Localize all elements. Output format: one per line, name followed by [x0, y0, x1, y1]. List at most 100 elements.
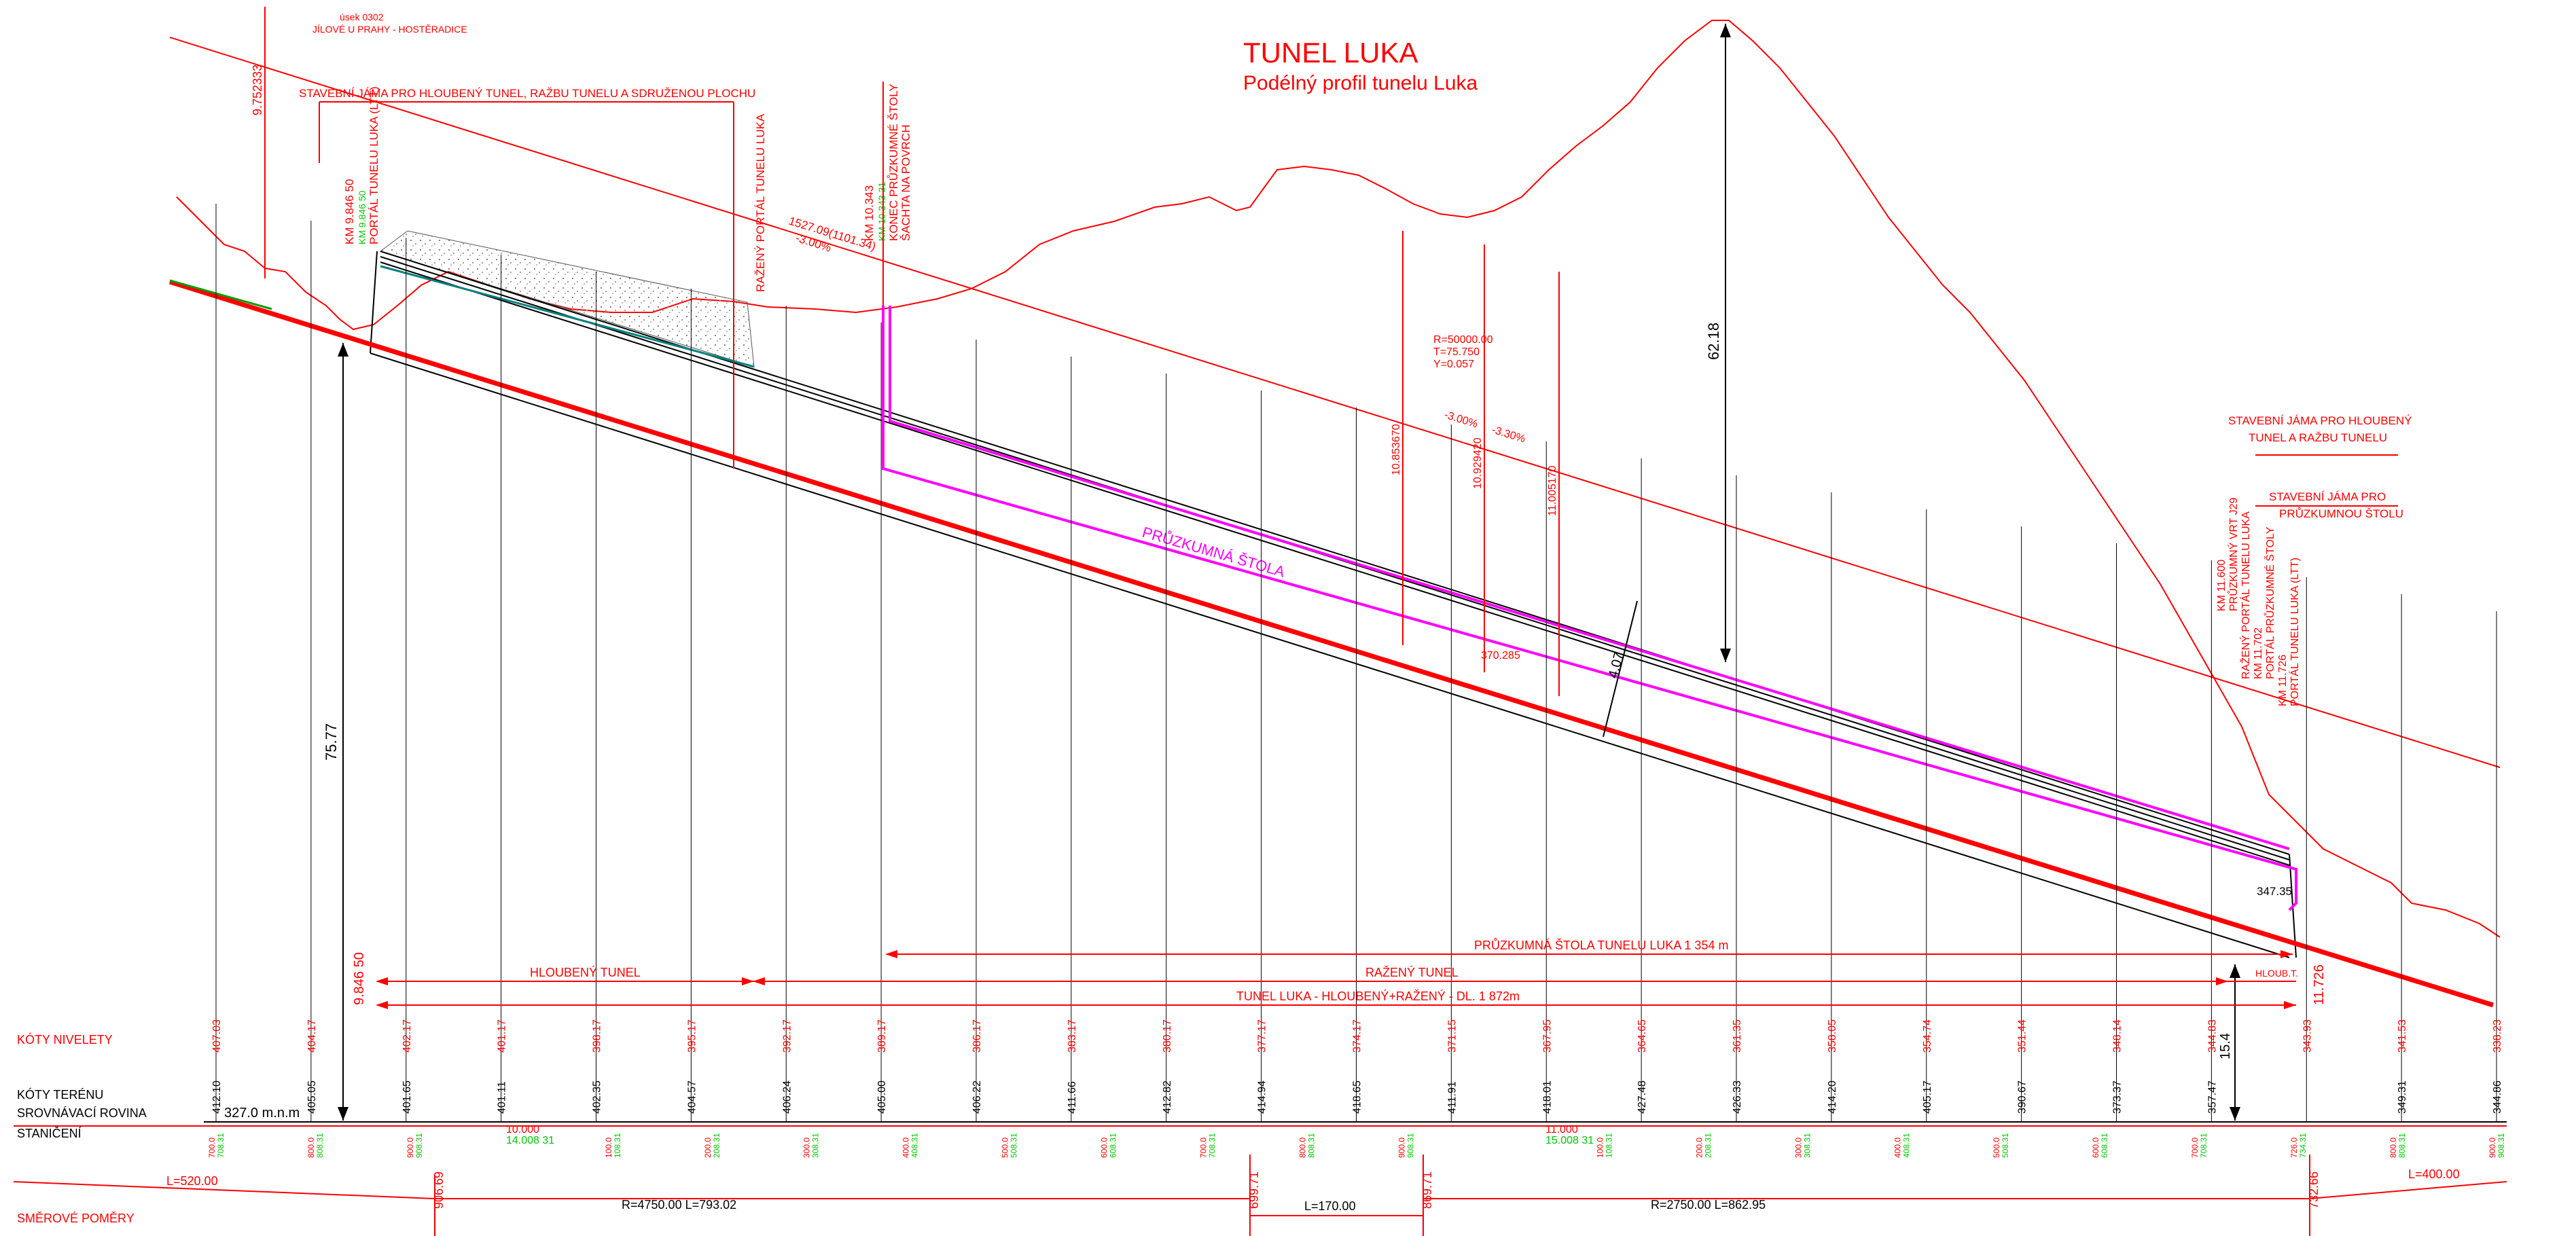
station-green-value: 708.31 [216, 1133, 226, 1158]
tunnel-bottom-line [370, 352, 2290, 958]
datum-value: 327.0 m.n.m [224, 1106, 300, 1121]
niveleta-value: 407.03 [211, 1019, 223, 1053]
niveleta-value: 374.17 [1352, 1019, 1363, 1053]
station-value: 200.0 [1694, 1138, 1704, 1158]
section-code: úsek 0302 [340, 12, 384, 22]
drawing-title: TUNEL LUKA [1243, 37, 1418, 69]
station-value: 200.0 [703, 1138, 713, 1158]
station-value: 800.0 [1298, 1138, 1308, 1158]
km-right-3: KM 11.702 [2253, 628, 2264, 679]
station-value: 726.0 [2289, 1138, 2299, 1158]
range-razeny-label: RAŽENÝ TUNEL [1365, 966, 1459, 979]
smerove-l-520: L=520.00 [166, 1174, 218, 1188]
teren-value: 349.31 [2397, 1080, 2408, 1114]
station-green-value: 608.31 [2100, 1133, 2109, 1158]
station-green-value: 208.31 [712, 1133, 721, 1158]
teren-value: 357.47 [2206, 1080, 2218, 1114]
teren-value: 401.65 [401, 1080, 413, 1114]
niveleta-value: 348.14 [2112, 1019, 2124, 1053]
dim-75-label: 75.77 [323, 723, 340, 761]
km-11-label: 11.000 [1545, 1124, 1578, 1135]
stavebni-jama-stola-2: PRŮZKUMNOU ŠTOLU [2279, 507, 2403, 520]
station-green-value: 508.31 [2001, 1133, 2010, 1158]
teren-value: 414.20 [1827, 1080, 1838, 1114]
km-right-1: KM 11.600 [2216, 560, 2228, 611]
niveleta-value: 398.17 [592, 1019, 603, 1053]
station-green-value: 108.31 [1604, 1133, 1613, 1158]
stavebni-jama-right-1: STAVEBNÍ JÁMA PRO HLOUBENÝ [2228, 414, 2412, 427]
station-value: 600.0 [2091, 1138, 2100, 1158]
tunnel-top-line-1 [380, 251, 2290, 855]
km-left-portal-green: KM 9.846 50 [357, 190, 368, 244]
dim-4-line [1603, 600, 1638, 738]
elev-347: 347.35 [2257, 885, 2292, 898]
tunnel-left-portal-face [370, 251, 378, 354]
cut-fill-area [379, 230, 755, 367]
km-left-portal: KM 9.846 50 [343, 179, 356, 244]
station-value: 700.0 [1199, 1138, 1209, 1158]
portal-luka-ltt-left: PORTÁL TUNELU LUKA (LTT) [368, 86, 380, 244]
teren-value: 418.01 [1541, 1080, 1553, 1114]
razeny-portal-left: RAŽENÝ PORTÁL TUNELU LUKA [754, 113, 767, 292]
km-right-4-txt: PORTÁL TUNELU LUKA (LTT) [2288, 558, 2301, 706]
station-green-value: 708.31 [2199, 1133, 2208, 1158]
station-green-value: 608.31 [1109, 1133, 1118, 1158]
station-green-value: 208.31 [1703, 1133, 1713, 1158]
elev-370: 370.285 [1481, 650, 1520, 661]
station-green-value: 108.31 [613, 1133, 622, 1158]
station-value: 900.0 [1397, 1138, 1406, 1158]
niveleta-value: 341.53 [2397, 1019, 2408, 1053]
teren-value: 373.37 [2112, 1080, 2124, 1114]
teren-value: 401.11 [497, 1081, 508, 1114]
teren-value: 418.65 [1352, 1080, 1363, 1114]
range-total-label: TUNEL LUKA - HLOUBENÝ+RAŽENÝ - DL. 1 872… [1236, 989, 1520, 1003]
elev-v3: 11.005170 [1547, 465, 1558, 516]
terrain-line [176, 20, 2501, 938]
niveleta-value: 338.23 [2492, 1019, 2503, 1053]
niveleta-green-start [169, 279, 272, 310]
grade-mid-1: -3.00% [1443, 410, 1479, 431]
station-green-value: 408.31 [1901, 1133, 1911, 1158]
teren-value: 406.22 [971, 1080, 983, 1114]
smerove-r-2750: R=2750.00 L=862.95 [1651, 1198, 1766, 1212]
niveleta-value: 386.17 [971, 1019, 983, 1053]
teren-value: 402.35 [592, 1080, 603, 1114]
teren-value: 412.10 [211, 1080, 223, 1114]
station-value: 900.0 [2488, 1138, 2497, 1158]
station-value: 100.0 [1595, 1138, 1605, 1158]
elev-top-left: 9.752333 [251, 65, 264, 115]
station-green-value: 808.31 [2397, 1133, 2407, 1158]
km-start: 9.846 50 [352, 952, 367, 1005]
niveleta-value: 392.17 [781, 1019, 793, 1053]
teren-value: 427.48 [1636, 1080, 1648, 1114]
stavebni-jama-right-2: TUNEL A RAŽBU TUNELU [2249, 431, 2387, 444]
km-right-1-txt: PRŮZKUMNÝ VRT J29 [2227, 497, 2240, 611]
curve-y: Y=0.057 [1433, 359, 1474, 370]
niveleta-value: 351.44 [2017, 1019, 2028, 1053]
station-value: 300.0 [1793, 1138, 1803, 1158]
teren-value: 411.66 [1067, 1081, 1078, 1114]
dim-62-label: 62.18 [1705, 323, 1722, 360]
grade-mid-2: -3.30% [1490, 424, 1526, 446]
station-green-value: 808.31 [1307, 1133, 1317, 1158]
station-value: 800.0 [2389, 1138, 2398, 1158]
station-green-value: 908.31 [1406, 1133, 1415, 1158]
teren-value: 405.05 [306, 1080, 318, 1114]
smerove-km-732: 732.66 [2307, 1171, 2321, 1209]
tunnel-top-line-3 [380, 261, 2290, 866]
smerove-km-699: 699.71 [1247, 1171, 1261, 1209]
km-right-3-txt: PORTÁL PRŮZKUMNÉ ŠTOLY [2264, 526, 2276, 679]
km-10-green: 14.008 31 [506, 1135, 554, 1146]
sachta: ŠACHTA NA POVRCH [899, 124, 912, 241]
niveleta-value: 367.95 [1541, 1019, 1553, 1053]
teren-value: 411.91 [1446, 1081, 1458, 1114]
range-hloubeny-label: HLOUBENÝ TUNEL [530, 966, 641, 979]
teren-value: 414.94 [1257, 1080, 1268, 1114]
tunnel-top-line-teal [380, 265, 755, 368]
curve-r: R=50000.00 [1433, 334, 1493, 346]
station-value: 900.0 [406, 1138, 415, 1158]
row-label-srovnavaci: SROVNÁVACÍ ROVINA [17, 1106, 147, 1120]
range-stola-label: PRŮZKUMNÁ ŠTOLA TUNELU LUKA 1 354 m [1474, 938, 1728, 952]
km-10-label: 10.000 [506, 1124, 539, 1135]
smerove-line [13, 1181, 2507, 1216]
